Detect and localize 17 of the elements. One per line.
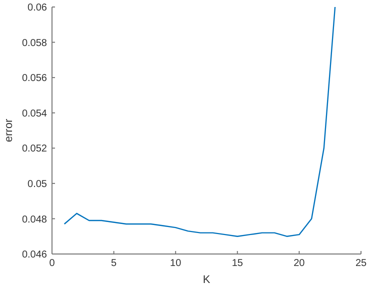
x-tick-label: 25 — [355, 258, 367, 270]
y-tick-label: 0.046 — [22, 250, 48, 261]
x-tick-label: 20 — [294, 258, 306, 270]
x-tick-label: 0 — [49, 258, 56, 270]
y-tick-label: 0.058 — [22, 38, 48, 49]
y-tick-label: 0.052 — [22, 144, 48, 155]
y-axis-title: error — [2, 118, 15, 142]
x-tick-label: 15 — [232, 258, 244, 270]
y-tick-label: 0.056 — [22, 73, 48, 84]
y-tick-label: 0.05 — [28, 178, 48, 190]
x-tick-label: 5 — [111, 258, 118, 270]
y-tick-label: 0.054 — [22, 108, 48, 120]
line-series — [64, 7, 336, 237]
y-tick-label: 0.048 — [22, 214, 48, 226]
x-tick-label: 10 — [170, 258, 182, 270]
y-tick-label: 0.06 — [28, 2, 48, 14]
x-axis-title: K — [202, 274, 211, 286]
